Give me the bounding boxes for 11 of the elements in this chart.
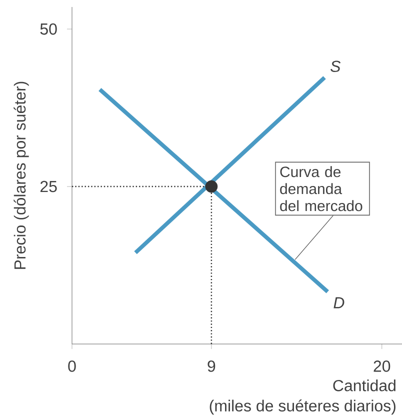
- text: (miles de suéteres diarios): [210, 400, 396, 415]
- x-axis-title: Cantidad: [333, 380, 396, 392]
- x-tick-label: 9: [208, 360, 216, 372]
- y-axis-title: Precio (dólares por suéter): [14, 82, 29, 269]
- annotation: Curva de demanda del mercado: [280, 166, 362, 212]
- y-tick-label: 50: [40, 23, 57, 35]
- series-label: D: [334, 297, 344, 308]
- y-tick-label: 25: [40, 180, 57, 192]
- x-tick-label: 20: [374, 360, 390, 372]
- series-label: S: [330, 60, 341, 72]
- x-tick-label: 0: [68, 360, 76, 372]
